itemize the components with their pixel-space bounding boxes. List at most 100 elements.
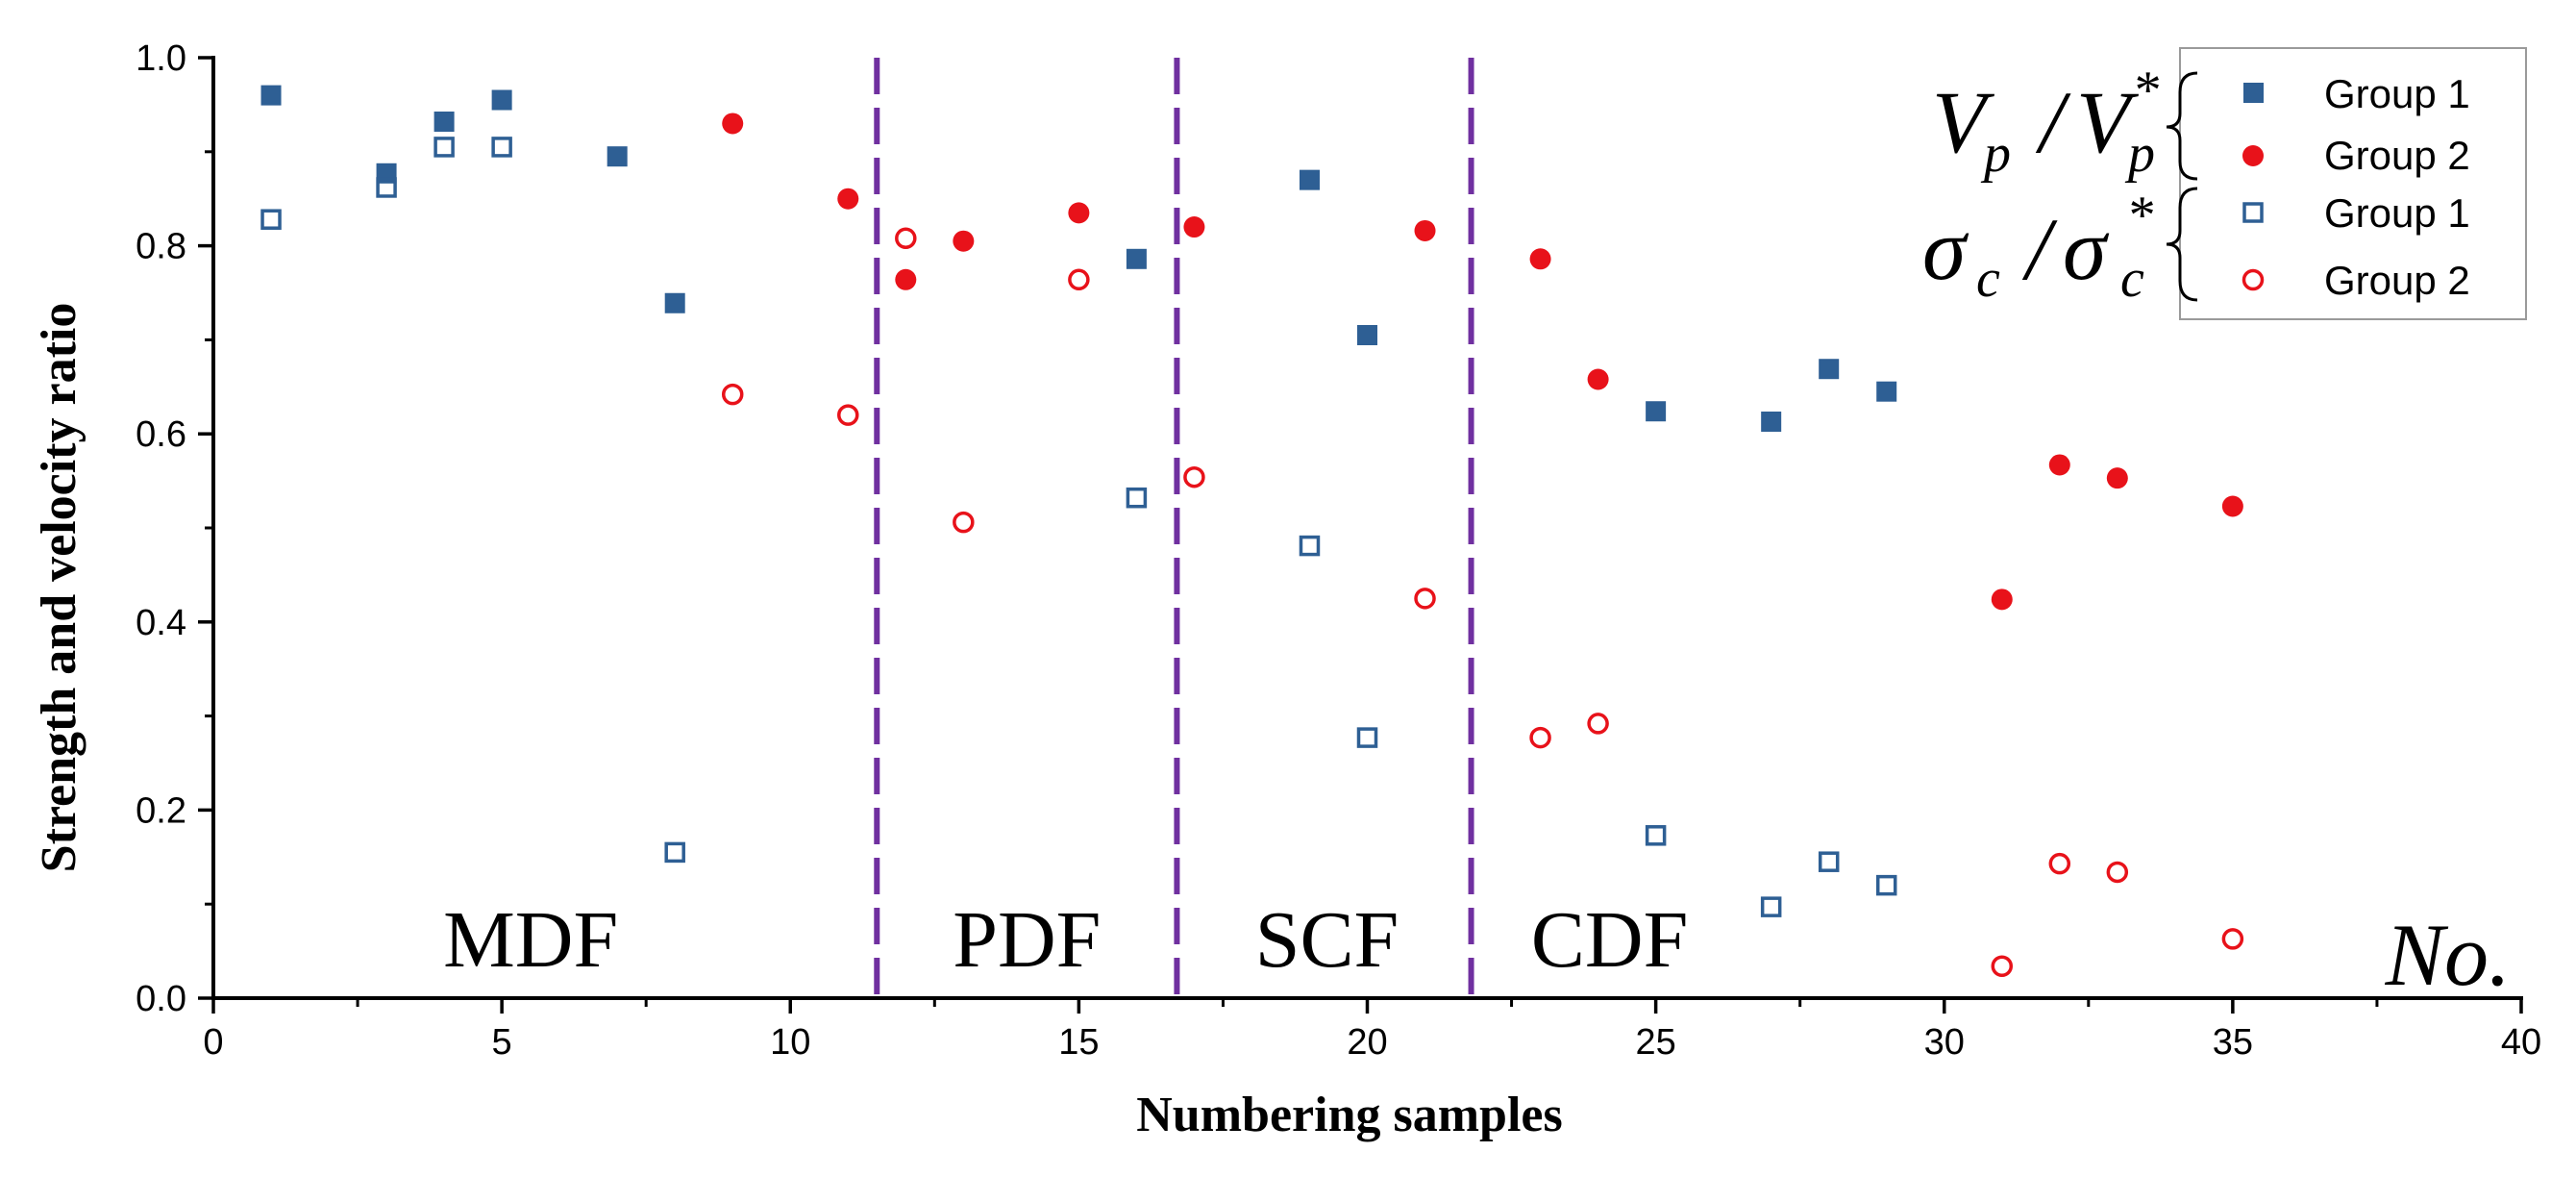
point-vp-group2 xyxy=(722,113,744,135)
point-vp-group2 xyxy=(2048,454,2070,476)
point-vp-group1 xyxy=(1646,401,1667,422)
x-tick-label: 0 xyxy=(203,1022,223,1063)
x-tick-label: 35 xyxy=(2213,1022,2253,1063)
y-tick-label: 0.0 xyxy=(136,979,186,1019)
svg-text:V: V xyxy=(1932,73,1995,171)
point-sigma-group1 xyxy=(1875,874,1897,896)
sample-number-label: No. xyxy=(2385,906,2511,1004)
point-sigma-group2 xyxy=(953,511,975,534)
y-tick-label: 0.2 xyxy=(136,790,186,831)
y-tick-label: 0.6 xyxy=(136,414,186,455)
y-axis-title: Strength and velocity ratio xyxy=(32,303,87,873)
filled-circle-marker-icon xyxy=(2242,145,2264,166)
point-sigma-group1 xyxy=(664,841,685,864)
y-tick-label: 0.4 xyxy=(136,603,186,643)
point-sigma-group2 xyxy=(2221,928,2244,950)
point-vp-group2 xyxy=(1587,368,1609,390)
point-vp-group2 xyxy=(1068,202,1090,224)
region-dividers xyxy=(874,58,1474,998)
region-label: CDF xyxy=(1531,895,1688,985)
point-vp-group1 xyxy=(664,292,685,313)
legend-entry-sigma-group1: Group 1 xyxy=(2242,190,2470,236)
point-vp-group2 xyxy=(1414,219,1436,241)
x-tick-label: 15 xyxy=(1058,1022,1099,1063)
point-vp-group1 xyxy=(1876,381,1897,402)
point-vp-group2 xyxy=(1529,248,1551,270)
point-vp-group2 xyxy=(1991,588,2013,611)
region-labels: MDF PDF SCF CDF xyxy=(443,895,1688,985)
point-sigma-group2 xyxy=(1068,268,1090,291)
x-tick-label: 40 xyxy=(2501,1022,2541,1063)
point-vp-group1 xyxy=(260,85,282,106)
vp-ratio-label: V p / V p * xyxy=(1932,61,2159,184)
point-sigma-group2 xyxy=(2048,852,2071,875)
x-tick-label: 5 xyxy=(492,1022,512,1063)
point-sigma-group2 xyxy=(1587,713,1609,735)
point-vp-group1 xyxy=(1357,325,1377,346)
legend-box xyxy=(2179,47,2527,320)
point-sigma-group1 xyxy=(1356,727,1378,748)
point-sigma-group1 xyxy=(491,137,512,158)
legend-entry-sigma-group2: Group 2 xyxy=(2242,258,2470,303)
x-tick-label: 30 xyxy=(1924,1022,1965,1063)
point-sigma-group2 xyxy=(1529,726,1551,749)
y-tick-label: 1.0 xyxy=(136,38,186,79)
point-sigma-group2 xyxy=(1991,955,2014,977)
open-square-marker-icon xyxy=(2242,202,2264,223)
point-vp-group1 xyxy=(1819,359,1840,380)
point-vp-group2 xyxy=(2106,467,2128,489)
svg-text:/: / xyxy=(2035,73,2071,171)
point-sigma-group1 xyxy=(1126,487,1148,509)
point-vp-group1 xyxy=(433,112,455,133)
point-sigma-group1 xyxy=(1760,896,1782,917)
region-label: PDF xyxy=(953,895,1101,985)
point-vp-group2 xyxy=(837,188,859,210)
legend: V p / V p * σ c / σ c * Group 1 Group 2 xyxy=(1922,47,2527,320)
point-vp-group2 xyxy=(953,230,975,252)
point-sigma-group2 xyxy=(721,383,744,406)
legend-label: Group 2 xyxy=(2324,133,2470,178)
point-sigma-group1 xyxy=(1645,825,1667,846)
legend-brace-bottom xyxy=(2166,187,2198,302)
legend-brace-top xyxy=(2166,71,2198,181)
svg-text:*: * xyxy=(2132,61,2159,120)
x-axis-title: Numbering samples xyxy=(1136,1088,1562,1142)
axes: 0 5 10 15 20 25 30 35 40 0.0 0.2 0.4 0.6 0.8 1.0 xyxy=(136,38,2541,1063)
point-vp-group2 xyxy=(1183,216,1205,238)
region-label: SCF xyxy=(1255,895,1399,985)
region-label: MDF xyxy=(443,895,618,985)
point-vp-group1 xyxy=(1761,411,1782,432)
open-circle-marker-icon xyxy=(2242,268,2265,291)
x-tick-label: 20 xyxy=(1347,1022,1387,1063)
svg-text:/: / xyxy=(2021,200,2058,298)
point-vp-group1 xyxy=(491,89,512,111)
x-tick-label: 10 xyxy=(770,1022,810,1063)
legend-label: Group 2 xyxy=(2324,258,2470,303)
svg-text:σ: σ xyxy=(1922,200,1969,298)
x-tick-label: 25 xyxy=(1635,1022,1675,1063)
point-vp-group2 xyxy=(2221,495,2243,517)
point-vp-group2 xyxy=(895,268,917,290)
point-sigma-group2 xyxy=(2106,861,2129,884)
point-vp-group1 xyxy=(607,146,628,167)
point-sigma-group2 xyxy=(837,404,859,426)
svg-text:p: p xyxy=(2124,124,2155,184)
legend-label: Group 1 xyxy=(2324,71,2470,116)
legend-entry-vp-group2: Group 2 xyxy=(2242,133,2470,178)
data-points xyxy=(260,85,2244,977)
point-vp-group1 xyxy=(1299,169,1320,190)
point-sigma-group1 xyxy=(1299,535,1321,557)
point-sigma-group2 xyxy=(1183,465,1205,488)
point-sigma-group2 xyxy=(895,227,917,250)
svg-text:σ: σ xyxy=(2063,200,2110,298)
point-sigma-group1 xyxy=(1818,851,1840,872)
svg-text:*: * xyxy=(2126,186,2153,245)
y-tick-label: 0.8 xyxy=(136,227,186,267)
point-sigma-group2 xyxy=(1414,588,1436,610)
legend-entry-vp-group1: Group 1 xyxy=(2243,71,2470,116)
legend-label: Group 1 xyxy=(2324,190,2470,236)
sigma-ratio-label: σ c / σ c * xyxy=(1922,186,2153,309)
point-sigma-group1 xyxy=(260,209,282,230)
svg-text:p: p xyxy=(1980,124,2011,184)
